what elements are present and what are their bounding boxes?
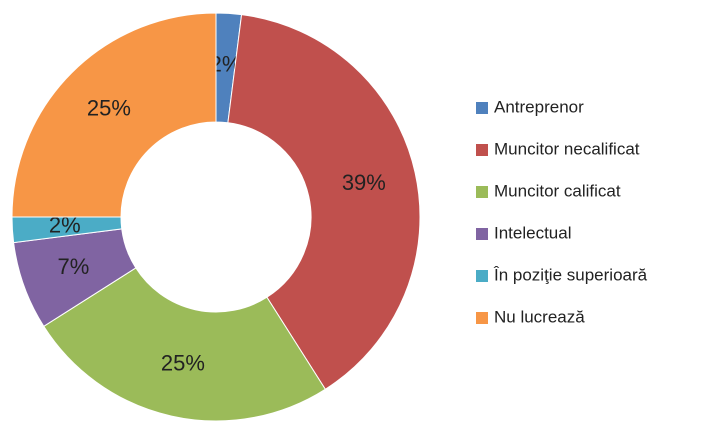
legend-swatch (476, 312, 488, 324)
legend-label: Antreprenor (494, 97, 584, 116)
legend-swatch (476, 186, 488, 198)
data-label: 25% (87, 96, 131, 121)
legend-label: Intelectual (494, 223, 572, 242)
donut-slice (227, 14, 421, 390)
donut-slice (11, 12, 217, 218)
legend-swatch (476, 144, 488, 156)
data-label: 39% (342, 170, 386, 195)
legend-swatch (476, 228, 488, 240)
legend-swatch (476, 102, 488, 114)
data-label: 7% (58, 254, 90, 279)
data-label: 25% (161, 351, 205, 376)
legend-label: În poziţie superioară (493, 265, 648, 284)
legend-label: Nu lucrează (494, 307, 585, 326)
donut-slice (43, 267, 326, 421)
legend-label: Muncitor calificat (494, 181, 621, 200)
legend-label: Muncitor necalificat (494, 139, 640, 158)
legend-swatch (476, 270, 488, 282)
